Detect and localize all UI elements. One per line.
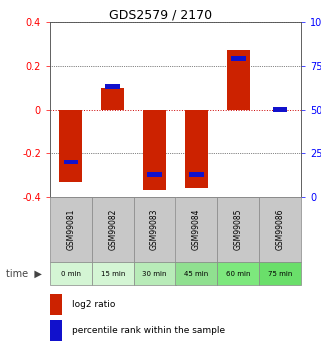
Bar [259,197,301,262]
Bar [105,84,120,89]
Text: 75 min: 75 min [268,270,292,276]
Bar [50,320,62,341]
Bar [134,197,176,262]
Text: time  ▶: time ▶ [6,268,42,278]
Bar [147,172,162,177]
Bar [92,262,134,285]
Text: 0 min: 0 min [61,270,81,276]
Bar [176,262,217,285]
Bar [176,197,217,262]
Bar [273,107,287,112]
Text: GSM99084: GSM99084 [192,209,201,250]
Bar [259,262,301,285]
Bar [143,109,166,190]
Bar [101,88,124,109]
Bar [189,172,204,177]
Text: GSM99081: GSM99081 [66,209,75,250]
Bar [231,56,246,61]
Text: GSM99086: GSM99086 [276,209,285,250]
Bar [59,109,82,182]
Bar [185,109,208,188]
Text: GDS2579 / 2170: GDS2579 / 2170 [109,8,212,21]
Bar [134,262,176,285]
Bar [64,160,78,165]
Text: GSM99082: GSM99082 [108,209,117,250]
Bar [50,197,92,262]
Bar [50,262,92,285]
Text: log2 ratio: log2 ratio [72,300,116,309]
Bar [50,294,62,315]
Text: 30 min: 30 min [142,270,167,276]
Bar [217,197,259,262]
Text: GSM99083: GSM99083 [150,209,159,250]
Text: 45 min: 45 min [184,270,209,276]
Bar [92,197,134,262]
Bar [217,262,259,285]
Text: 15 min: 15 min [100,270,125,276]
Text: 60 min: 60 min [226,270,250,276]
Text: GSM99085: GSM99085 [234,209,243,250]
Bar [227,50,250,109]
Text: percentile rank within the sample: percentile rank within the sample [72,326,225,335]
